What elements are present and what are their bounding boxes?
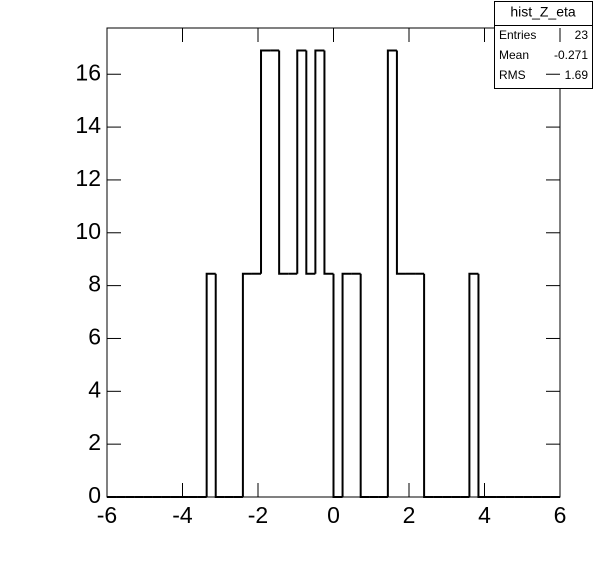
y-tick-label: 6: [88, 324, 101, 350]
stats-label: Mean: [499, 48, 529, 62]
stats-box: [494, 1, 593, 89]
bar: [278, 50, 289, 275]
bar: [332, 273, 343, 498]
y-tick-label: 0: [88, 482, 101, 508]
bar: [214, 273, 225, 498]
bar: [395, 50, 406, 275]
y-tick-label: 14: [75, 112, 101, 138]
bar: [423, 273, 434, 498]
bar: [241, 272, 252, 497]
bar: [359, 273, 370, 498]
bar: [386, 49, 397, 497]
x-tick-label: 6: [554, 502, 567, 528]
bar: [323, 50, 334, 275]
bar: [305, 50, 316, 275]
x-tick-label: -4: [172, 502, 193, 528]
y-tick-label: 4: [88, 376, 101, 402]
bar: [314, 49, 325, 274]
bar: [260, 49, 271, 274]
bar: [477, 273, 488, 498]
stats-value: 23: [575, 28, 589, 42]
y-tick-label: 12: [75, 165, 101, 191]
stats-value: -0.271: [554, 48, 588, 62]
bar: [468, 272, 479, 497]
stats-title: hist_Z_eta: [510, 4, 576, 20]
x-tick-label: 2: [403, 502, 416, 528]
y-tick-label: 16: [75, 59, 101, 85]
bar: [205, 272, 216, 497]
stats-label: Entries: [499, 28, 536, 42]
y-tick-label: 8: [88, 271, 101, 297]
x-tick-label: -6: [97, 502, 117, 528]
y-tick-label: 10: [75, 218, 101, 244]
bar: [341, 272, 352, 497]
x-tick-label: -2: [248, 502, 268, 528]
x-tick-label: 0: [327, 502, 340, 528]
bar: [296, 49, 307, 274]
stats-label: RMS: [499, 68, 526, 82]
stats-value: 1.69: [565, 68, 589, 82]
y-tick-label: 2: [88, 429, 101, 455]
x-tick-label: 4: [478, 502, 491, 528]
